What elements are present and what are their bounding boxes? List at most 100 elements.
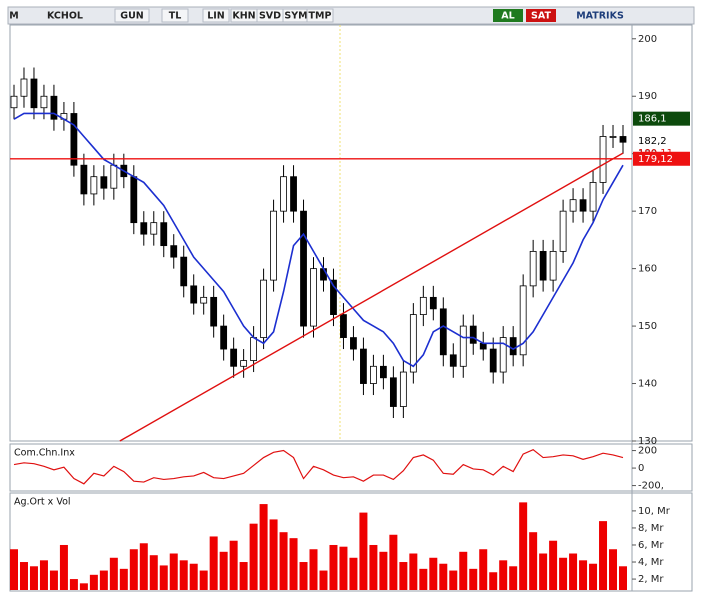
- candle-body: [479, 342, 487, 350]
- volume-bar: [559, 557, 568, 590]
- y-tick-label: 160: [638, 264, 657, 275]
- panel-title: Ag.Ort x Vol: [14, 497, 71, 508]
- candle-body: [100, 176, 108, 189]
- toolbar-button[interactable]: [161, 8, 189, 23]
- y-tick-label: 170: [638, 206, 657, 217]
- volume-bar: [229, 540, 238, 590]
- price-panel: [9, 24, 693, 442]
- volume-bar: [109, 557, 118, 590]
- candle-body: [379, 365, 387, 379]
- candle-body: [569, 199, 577, 212]
- volume-bar: [89, 574, 98, 590]
- toolbar-label[interactable]: SYM: [284, 11, 307, 22]
- volume-bar: [199, 570, 208, 590]
- y-tick-label: -200,: [638, 481, 664, 492]
- volume-bar: [429, 557, 438, 590]
- volume-bar: [479, 549, 488, 590]
- candle-body: [459, 325, 467, 367]
- y-tick-label: 4, Mr: [638, 557, 664, 568]
- volume-bar: [149, 555, 158, 590]
- volume-bar: [319, 570, 328, 590]
- toolbar-button[interactable]: [493, 9, 523, 22]
- y-tick-label: 8, Mr: [638, 523, 664, 534]
- candle-body: [489, 348, 497, 373]
- volume-bar: [279, 532, 288, 590]
- volume-bar: [119, 568, 128, 590]
- y-tick-label: 0: [638, 463, 644, 474]
- volume-bar: [219, 551, 228, 590]
- candle-body: [609, 136, 617, 138]
- volume-bar: [159, 565, 168, 590]
- toolbar-label[interactable]: MATRIKS: [576, 11, 624, 22]
- candle-body: [10, 95, 18, 109]
- volume-bar: [579, 560, 588, 590]
- volume-bar: [39, 560, 48, 590]
- volume-bar: [259, 504, 268, 590]
- volume-bar: [69, 579, 78, 590]
- toolbar-label[interactable]: TL: [169, 11, 182, 22]
- candle-body: [130, 176, 138, 224]
- toolbar-label[interactable]: SVD: [259, 11, 281, 22]
- toolbar-label[interactable]: KHN: [232, 11, 255, 22]
- y-tick-label: 130: [638, 436, 657, 447]
- candle-body: [190, 285, 198, 304]
- toolbar-button[interactable]: [526, 9, 556, 22]
- volume-bar: [349, 557, 358, 590]
- volume-bar: [529, 532, 538, 590]
- candle-body: [270, 210, 277, 281]
- volume-bar: [179, 560, 188, 590]
- volume-bar: [289, 538, 298, 590]
- toolbar-label[interactable]: LIN: [207, 11, 225, 22]
- toolbar-button[interactable]: [114, 8, 150, 23]
- price-label: 186,1: [638, 114, 667, 125]
- volume-bar: [309, 549, 318, 590]
- toolbar-button[interactable]: [202, 8, 230, 23]
- volume-bar: [399, 562, 408, 590]
- candle-body: [50, 95, 58, 120]
- volume-bar: [59, 544, 68, 590]
- candle-body: [619, 136, 627, 143]
- toolbar-label[interactable]: GUN: [120, 11, 144, 22]
- candle-body: [549, 250, 557, 281]
- candle-body: [20, 78, 28, 97]
- toolbar-label[interactable]: KCHOL: [47, 11, 83, 22]
- volume-bar: [339, 546, 348, 590]
- volume-bar: [449, 570, 458, 590]
- candle-body: [340, 314, 347, 338]
- candle-body: [310, 268, 317, 327]
- toolbar-label[interactable]: M: [9, 11, 18, 22]
- candle-body: [320, 268, 327, 281]
- candle-body: [360, 348, 367, 384]
- candle-body: [579, 199, 587, 212]
- panel-title: Com.Chn.Inx: [14, 448, 75, 459]
- toolbar-label[interactable]: SAT: [531, 11, 551, 22]
- volume-bar: [609, 549, 618, 590]
- y-tick-label: 10, Mr: [638, 506, 671, 517]
- volume-bar: [79, 583, 88, 590]
- volume-bar: [379, 551, 388, 590]
- price-label-box: [633, 111, 690, 126]
- volume-bar: [459, 551, 468, 590]
- volume-bar: [539, 553, 548, 590]
- volume-bar: [549, 540, 558, 590]
- toolbar-label[interactable]: AL: [501, 11, 514, 22]
- candle-body: [589, 182, 597, 212]
- candle-body: [240, 360, 248, 367]
- volume-bar: [269, 519, 278, 590]
- toolbar-label[interactable]: TMP: [309, 11, 332, 22]
- toolbar-button[interactable]: [306, 8, 334, 23]
- volume-bar: [619, 566, 627, 590]
- candle-body: [449, 354, 457, 367]
- price-label: 179,12: [638, 154, 673, 165]
- volume-bar: [369, 544, 378, 590]
- volume-bar: [439, 563, 448, 590]
- y-tick-label: 200: [638, 446, 657, 457]
- candle-body: [70, 113, 78, 166]
- trend-line: [119, 152, 624, 442]
- candle-body: [469, 325, 477, 344]
- candle-body: [429, 296, 437, 310]
- candle-body: [529, 250, 537, 287]
- volume-bar: [209, 536, 218, 590]
- candle-body: [519, 285, 527, 356]
- candle-body: [389, 377, 397, 407]
